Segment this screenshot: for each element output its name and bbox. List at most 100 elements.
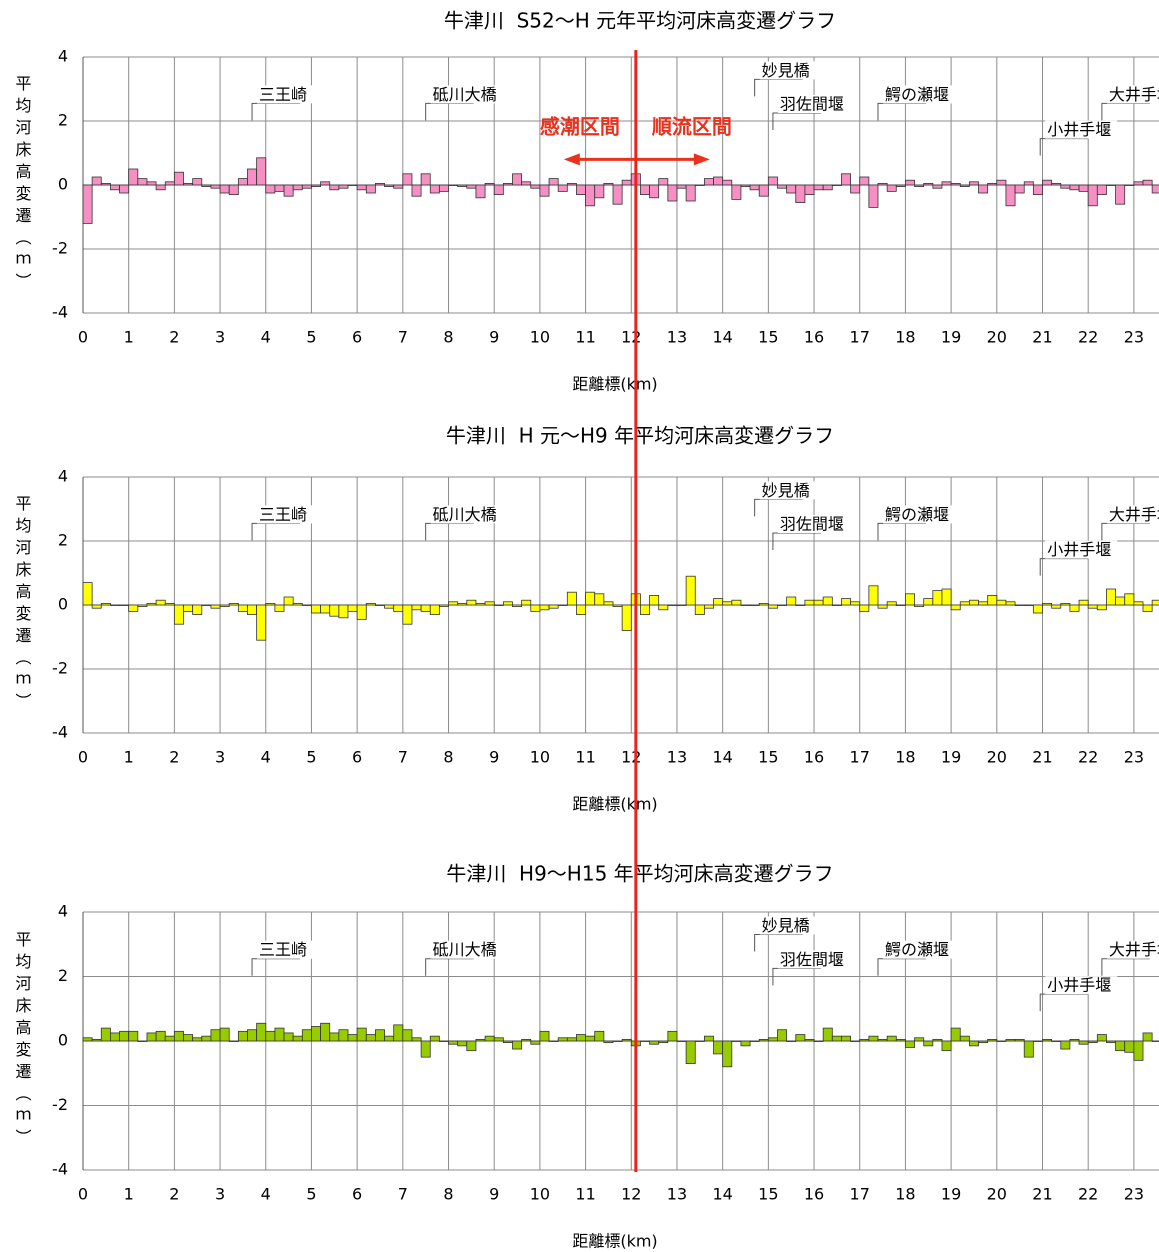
x-tick-label: 15 [758,748,778,767]
bar [895,1038,906,1042]
annotation-bg [257,940,313,959]
bar [786,1040,797,1042]
bar [649,1040,660,1045]
bar [384,184,395,187]
y-tick-label: 2 [58,531,68,550]
bar [411,1037,422,1042]
bar [192,1037,203,1042]
bar [1023,604,1034,606]
bar [758,184,769,197]
x-tick-label: 6 [352,1185,362,1204]
annotation-bg [883,940,956,959]
x-tick-label: 7 [398,1185,408,1204]
bar [877,182,888,186]
x-tick-label: 13 [667,1185,687,1204]
bar [594,184,605,199]
x-tick-label: 17 [850,1185,870,1204]
bar [612,184,623,205]
bar [959,601,970,606]
bar [365,603,376,606]
bar [283,184,294,197]
bar [877,1038,888,1042]
bar [1133,601,1144,606]
annotation-bg [777,95,850,113]
annotation-leader [425,522,474,541]
bar [521,1038,532,1042]
bar [301,604,312,606]
bar [731,1040,742,1042]
bar [530,184,541,189]
bar [384,1035,395,1042]
bar [91,604,102,609]
y-tick-label: -2 [52,239,68,258]
bar [1142,179,1153,186]
bar [905,179,915,186]
bar [429,1035,440,1042]
bar [411,604,422,611]
bar [950,1027,961,1042]
bar [1005,1038,1016,1042]
x-tick-label: 17 [850,748,870,767]
bar [201,184,212,187]
bar [1115,596,1126,606]
bar [219,184,230,194]
x-tick-label: 20 [987,748,1007,767]
y-tick-label: 2 [58,111,68,130]
bar [311,1026,321,1042]
bar [859,1038,870,1042]
x-tick-label: 11 [575,748,595,767]
bar [475,603,486,606]
bar [329,184,340,191]
x-tick-label: 9 [489,748,499,767]
bar [347,184,358,186]
x-tick-label: 21 [1032,748,1052,767]
bar [667,604,678,606]
bar [905,593,915,606]
x-tick-label: 4 [261,748,271,767]
bar [996,1040,1007,1042]
annotation-bg [430,940,503,959]
bar [91,176,102,186]
annotation-bg [777,950,850,969]
bar [466,1040,477,1052]
annotation-leader [1101,102,1150,121]
y-tick-label: -4 [52,303,68,322]
bar [475,184,486,199]
bar [1151,184,1159,194]
bar [886,1035,897,1042]
bar [905,1040,915,1048]
bar [767,1037,778,1042]
bar [155,599,166,606]
bar [274,604,285,612]
bar [676,604,687,606]
bar [649,184,660,199]
bar [137,604,148,608]
bar [512,173,523,186]
bar [91,1038,102,1042]
bar [1096,1034,1107,1042]
x-tick-label: 20 [987,1185,1007,1204]
annotation-label: 小井手堰 [1047,120,1111,139]
bar [822,184,833,191]
bar [585,1035,596,1042]
x-tick-label: 3 [215,1185,225,1204]
x-tick-label: 23 [1124,328,1144,347]
annotation-bg [759,481,815,500]
bar [758,1038,769,1042]
annotation-bg [430,85,503,104]
bar [530,604,541,612]
bar [612,604,623,608]
bar [694,604,705,616]
bar [676,184,687,189]
bar [640,184,650,195]
bar [722,601,733,606]
x-tick-label: 17 [850,328,870,347]
bar [959,184,970,187]
bar [859,604,870,612]
annotation-label: 鰐の瀬堰 [885,85,949,104]
bar [1078,1040,1089,1045]
annotation-bg [430,505,503,524]
bar [950,604,961,611]
x-tick-label: 10 [530,748,550,767]
